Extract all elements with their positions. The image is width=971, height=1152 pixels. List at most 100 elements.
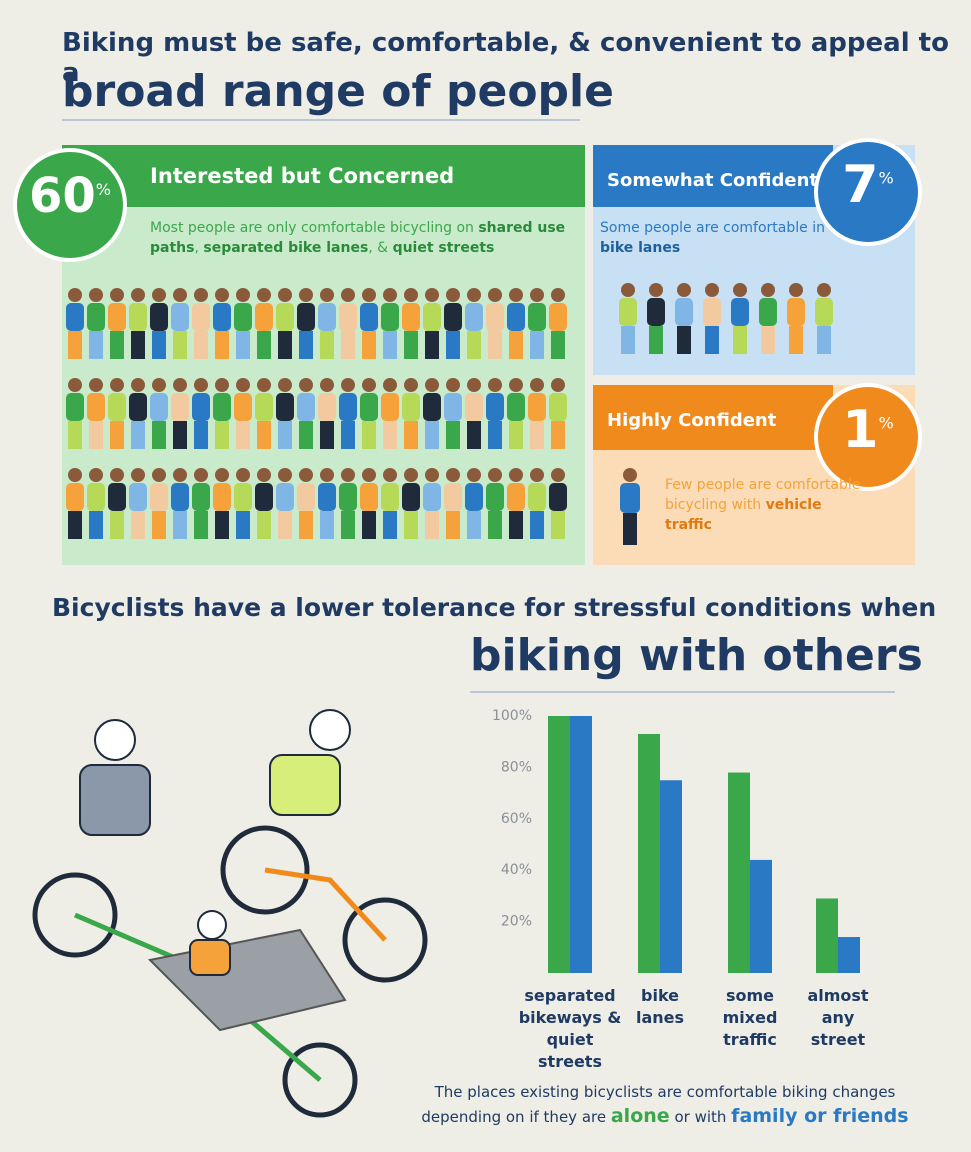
person-body [675, 298, 693, 326]
person-legs [257, 511, 271, 539]
person-head [383, 468, 397, 482]
description-part: quiet streets [393, 240, 495, 256]
person-legs [425, 421, 439, 449]
person-legs [509, 331, 523, 359]
person-head [89, 378, 103, 392]
person-head [425, 378, 439, 392]
person-body [549, 303, 567, 331]
person-body [402, 393, 420, 421]
person-body [528, 393, 546, 421]
person-head [215, 288, 229, 302]
person-head [404, 288, 418, 302]
person-head [110, 288, 124, 302]
person-body [339, 483, 357, 511]
person-head [530, 288, 544, 302]
person-legs [488, 421, 502, 449]
bar [750, 860, 772, 973]
person-body [444, 393, 462, 421]
bar [548, 716, 570, 973]
person-body [528, 483, 546, 511]
person-legs [789, 326, 803, 354]
person-body [703, 298, 721, 326]
person-body [647, 298, 665, 326]
person-head [733, 283, 747, 297]
person-legs [509, 511, 523, 539]
person-legs [89, 331, 103, 359]
person-legs [362, 511, 376, 539]
person-head [488, 288, 502, 302]
person-legs [110, 421, 124, 449]
person-legs [341, 331, 355, 359]
person-legs [131, 331, 145, 359]
person-head [278, 378, 292, 392]
person-head [649, 283, 663, 297]
person-legs [215, 511, 229, 539]
person-legs [68, 511, 82, 539]
person-body [360, 303, 378, 331]
y-tick-label: 100% [492, 708, 532, 724]
bar [638, 734, 660, 973]
person-body [171, 303, 189, 331]
person-legs [341, 421, 355, 449]
person-legs [152, 421, 166, 449]
person-body [129, 483, 147, 511]
percent-value: 7 [842, 155, 878, 215]
segment-percent: 7% [816, 155, 920, 215]
person-body [297, 393, 315, 421]
person-body [234, 393, 252, 421]
person-body [87, 393, 105, 421]
person-legs [68, 331, 82, 359]
person-legs [404, 331, 418, 359]
person-legs [551, 331, 565, 359]
person-head [89, 288, 103, 302]
person-body [213, 303, 231, 331]
person-legs [320, 331, 334, 359]
bar [838, 937, 860, 973]
person-body [213, 393, 231, 421]
person-legs [467, 511, 481, 539]
person-legs [320, 421, 334, 449]
person-legs [131, 511, 145, 539]
person-body [192, 303, 210, 331]
legend-entry: family or friends [731, 1105, 908, 1127]
person-body [192, 393, 210, 421]
person-body [360, 393, 378, 421]
description-part: Most people are only comfortable bicycli… [150, 220, 478, 236]
person-body [507, 483, 525, 511]
person-head [278, 468, 292, 482]
person-legs [89, 511, 103, 539]
description-part: bike lanes [600, 240, 680, 256]
percent-value: 1 [842, 400, 878, 460]
person-legs [299, 511, 313, 539]
person-body [486, 303, 504, 331]
bar [728, 773, 750, 973]
percent-unit: % [96, 180, 111, 199]
person-legs [110, 331, 124, 359]
person-body [486, 393, 504, 421]
caption-text: or with [674, 1108, 726, 1126]
person-head [68, 378, 82, 392]
bar [570, 716, 592, 973]
person-body [339, 393, 357, 421]
person-body [549, 393, 567, 421]
person-body [87, 303, 105, 331]
person-body [423, 483, 441, 511]
person-head [761, 283, 775, 297]
person-body [402, 303, 420, 331]
person-body [402, 483, 420, 511]
segment-percent: 60% [15, 168, 125, 224]
person-body [297, 303, 315, 331]
person-head [173, 288, 187, 302]
person-legs [152, 331, 166, 359]
person-body [381, 483, 399, 511]
person-head [236, 378, 250, 392]
person-head [446, 378, 460, 392]
person-head [446, 288, 460, 302]
person-body [255, 483, 273, 511]
person-head [446, 468, 460, 482]
person-body [423, 393, 441, 421]
person-body [255, 393, 273, 421]
person-legs [362, 331, 376, 359]
person-legs [362, 421, 376, 449]
person-legs [215, 421, 229, 449]
